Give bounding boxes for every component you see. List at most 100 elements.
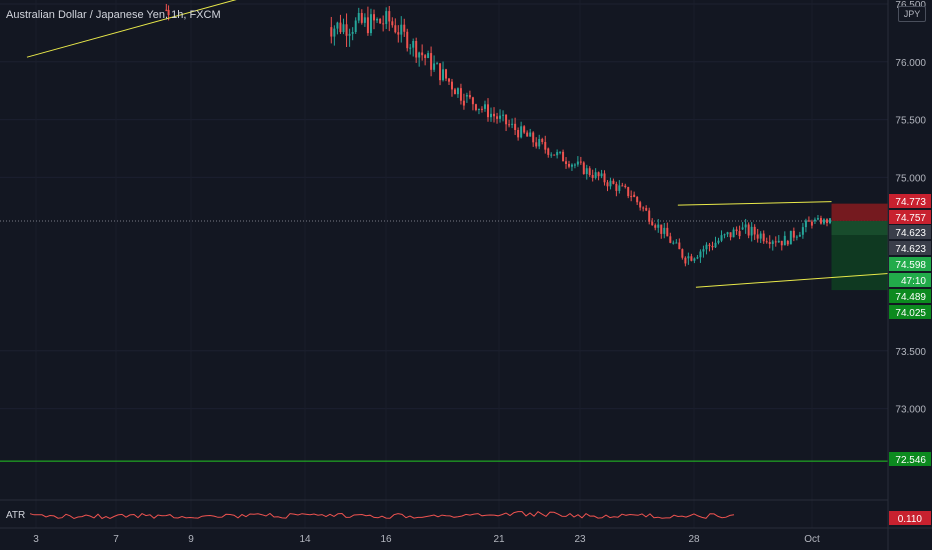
time-tick-label: 21 [493, 534, 505, 545]
candle-body [433, 63, 436, 70]
candle [825, 218, 828, 227]
candle-body [357, 13, 360, 21]
candle-body [391, 21, 394, 26]
candle [576, 156, 579, 167]
candle-body [465, 95, 468, 97]
candle [388, 6, 391, 32]
candle-body [550, 154, 553, 156]
candle [603, 170, 606, 186]
price-label-green: 74.598 [889, 257, 931, 271]
candle [165, 3, 168, 12]
candle [391, 17, 394, 28]
candle [717, 237, 720, 245]
candle [412, 38, 415, 57]
candle-body [693, 258, 696, 261]
candle-body [493, 113, 496, 117]
candle-body [582, 162, 585, 175]
candle-body [436, 63, 439, 65]
trendline-channel-bottom[interactable] [695, 270, 922, 288]
candle-body [657, 224, 660, 228]
candle [544, 135, 547, 154]
trendline-long-uptrend[interactable] [26, 0, 325, 58]
candle-body [777, 240, 780, 243]
atr-value-text: 0.110 [898, 514, 923, 525]
candle-body [585, 168, 588, 175]
candle-body [801, 227, 804, 235]
candle-body [567, 163, 570, 167]
candle-body [453, 89, 456, 95]
candle-body [675, 242, 678, 244]
symbol-title[interactable]: Australian Dollar / Japanese Yen, 1h, FX… [6, 9, 221, 21]
candle [565, 157, 568, 169]
candle-body [348, 33, 351, 36]
candle [816, 214, 819, 221]
candle-body [526, 132, 529, 137]
candle-body [459, 88, 462, 101]
candle-body [544, 141, 547, 150]
candle [532, 131, 535, 147]
candle [657, 219, 660, 233]
candle-body [553, 154, 556, 156]
candle [630, 190, 633, 202]
price-tick-label: 76.500 [895, 0, 926, 11]
time-axis[interactable]: 3 7 9 14 16 21 23 28 Oct [0, 527, 932, 545]
candle-body [615, 183, 618, 191]
candle [505, 114, 508, 132]
currency-badge[interactable]: JPY [898, 6, 926, 22]
trendline-channel-top[interactable] [677, 201, 832, 206]
candle-body [678, 242, 681, 250]
atr-label[interactable]: ATR [6, 510, 26, 521]
candle [336, 21, 339, 35]
candle [813, 217, 816, 225]
candle-body [663, 227, 666, 234]
candle [424, 54, 427, 66]
candle [708, 242, 711, 252]
candle [448, 77, 451, 85]
candle [663, 222, 666, 239]
candle [450, 78, 453, 97]
candle-body [807, 220, 810, 222]
candlestick-series [165, 3, 832, 267]
candle [385, 7, 388, 30]
candle-body [496, 116, 499, 119]
candle-body [508, 124, 511, 126]
candle-body [771, 241, 774, 245]
candle-body [813, 219, 816, 222]
candle-body [711, 245, 714, 248]
candle-body [669, 236, 672, 243]
candle-body [624, 185, 627, 188]
candle-body [804, 220, 807, 228]
candle [556, 149, 559, 159]
candle-body [535, 142, 538, 147]
candle [418, 51, 421, 67]
time-tick-label: 3 [33, 534, 39, 545]
candle [789, 230, 792, 245]
price-label-red: 74.757 [889, 210, 931, 224]
candle [792, 227, 795, 242]
time-tick-label: 28 [688, 534, 700, 545]
candle [765, 237, 768, 244]
candle [430, 46, 433, 77]
candle [409, 44, 412, 55]
candle [339, 14, 342, 34]
candle-body [591, 175, 594, 178]
candle-body [798, 234, 801, 237]
candle-body [165, 9, 168, 11]
price-label-bg [889, 225, 931, 239]
candle-body [765, 241, 768, 243]
candle-body [369, 14, 372, 34]
candle [514, 117, 517, 136]
candle [538, 134, 541, 150]
candle-body [822, 219, 825, 224]
candle-body [421, 52, 424, 56]
price-label-darkgreen: 74.025 [889, 305, 931, 319]
price-label-text: 74.757 [895, 213, 926, 224]
trendlines[interactable] [26, 0, 922, 288]
price-label-bg [889, 241, 931, 255]
candle [511, 118, 514, 129]
price-label-bg [889, 289, 931, 303]
candle [342, 18, 345, 35]
candle-body [786, 240, 789, 245]
candle-body [747, 224, 750, 236]
